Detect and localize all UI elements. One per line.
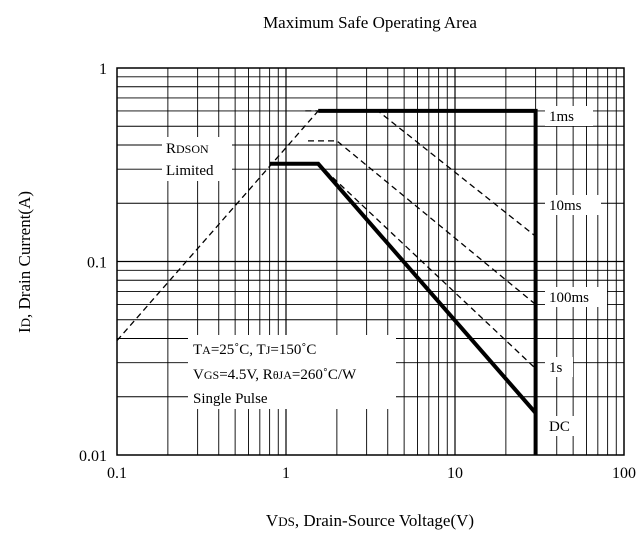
x-tick-label: 0.1 bbox=[107, 465, 127, 482]
label-1ms: 1ms bbox=[549, 109, 574, 125]
rdson-label: RDSON bbox=[166, 141, 209, 157]
label-bg-dc bbox=[545, 416, 577, 436]
y-tick-label: 0.01 bbox=[79, 448, 107, 465]
chart-title: Maximum Safe Operating Area bbox=[263, 13, 477, 32]
series-dc bbox=[269, 161, 538, 415]
rdson-main: R bbox=[166, 141, 176, 157]
x-tick-label: 1 bbox=[282, 465, 290, 482]
x-tick-label: 100 bbox=[612, 465, 636, 482]
y-tick-label: 1 bbox=[99, 61, 107, 78]
series-rdson-limited bbox=[116, 110, 319, 342]
plot-frame bbox=[116, 67, 625, 456]
x-tick-label: 10 bbox=[447, 465, 463, 482]
label-bg-1s bbox=[545, 357, 573, 377]
condition-line-2: VGS=4.5V, RθJA=260˚C/W bbox=[193, 367, 357, 383]
label-bg-10ms bbox=[545, 195, 601, 215]
y-tick-label: 0.1 bbox=[87, 255, 107, 272]
x-axis-label: VDS, Drain-Source Voltage(V) bbox=[266, 511, 474, 530]
series-layer bbox=[116, 108, 538, 455]
series-1ms bbox=[318, 108, 538, 455]
rdson-sub: DSON bbox=[176, 142, 209, 156]
condition-line-3: Single Pulse bbox=[193, 391, 268, 407]
y-axis-label: ID, Drain Current(A) bbox=[15, 191, 34, 333]
label-bg-100ms bbox=[545, 287, 607, 307]
conditions-bg bbox=[188, 335, 396, 409]
condition-line-1: TA=25˚C, TJ=150˚C bbox=[193, 342, 316, 358]
label-bg-1ms bbox=[545, 106, 593, 126]
series-10ms bbox=[305, 110, 537, 237]
label-100ms: 100ms bbox=[549, 290, 589, 306]
limited-label: Limited bbox=[166, 163, 214, 179]
grid-lines bbox=[117, 68, 624, 455]
series-100ms bbox=[308, 140, 537, 305]
label-10ms: 10ms bbox=[549, 198, 582, 214]
label-dc: DC bbox=[549, 419, 570, 435]
label-bg-rdson bbox=[162, 137, 232, 181]
label-1s: 1s bbox=[549, 360, 563, 376]
